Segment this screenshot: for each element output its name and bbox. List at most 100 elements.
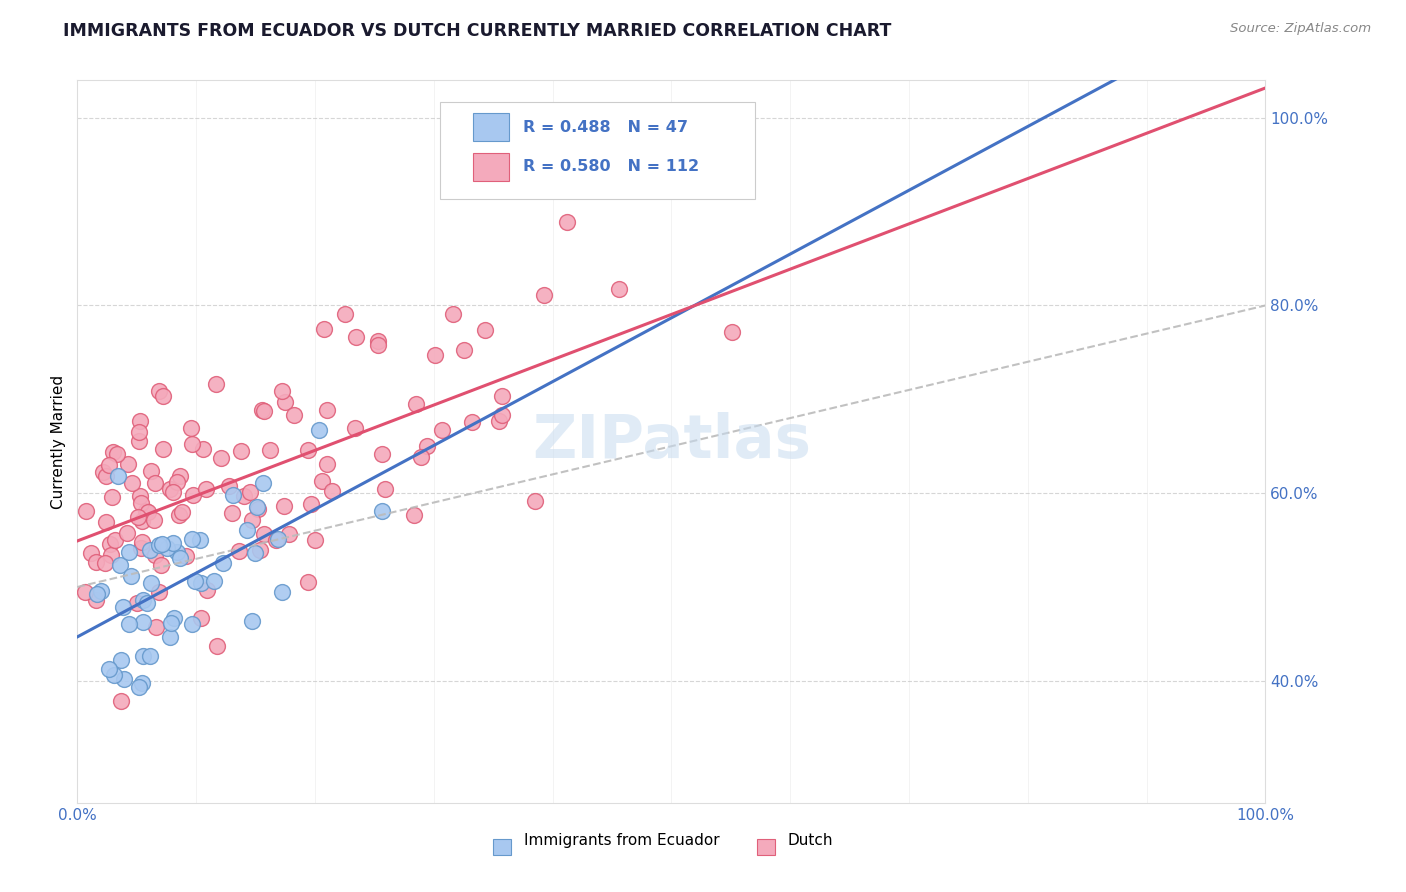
Y-axis label: Currently Married: Currently Married — [51, 375, 66, 508]
Point — [103, 667, 125, 681]
Point — [148, 538, 170, 552]
Point — [103, 445, 125, 459]
Point — [138, 648, 160, 663]
Point — [136, 595, 159, 609]
Point — [249, 543, 271, 558]
Point — [156, 541, 179, 555]
Point — [523, 494, 546, 508]
Point — [239, 485, 262, 500]
Point — [253, 404, 276, 418]
Point — [128, 434, 150, 449]
Point — [152, 389, 174, 403]
Point — [273, 499, 295, 513]
Point — [138, 505, 160, 519]
Point — [149, 558, 172, 573]
Point — [166, 475, 188, 489]
Point — [118, 616, 141, 631]
Point — [308, 423, 330, 437]
Point — [193, 442, 215, 456]
Point — [86, 555, 108, 569]
Point — [370, 504, 392, 518]
Point — [90, 583, 112, 598]
Point — [115, 526, 138, 541]
Point — [409, 450, 432, 465]
Point — [441, 307, 464, 321]
Point — [297, 442, 319, 457]
Point — [100, 548, 122, 562]
Point — [181, 533, 204, 547]
Text: Immigrants from Ecuador: Immigrants from Ecuador — [524, 833, 720, 848]
Point — [111, 600, 134, 615]
Point — [607, 282, 630, 296]
Point — [80, 546, 103, 560]
Point — [299, 496, 322, 510]
FancyBboxPatch shape — [440, 102, 755, 200]
Point — [162, 536, 184, 550]
Point — [135, 504, 157, 518]
Point — [333, 307, 356, 321]
Point — [207, 639, 229, 653]
Point — [240, 615, 263, 629]
Point — [253, 527, 276, 541]
Point — [488, 414, 510, 428]
Point — [129, 414, 152, 428]
Point — [94, 556, 117, 570]
Point — [264, 533, 287, 547]
Point — [98, 662, 121, 676]
Point — [142, 513, 165, 527]
Point — [242, 513, 264, 527]
Text: Dutch: Dutch — [787, 833, 834, 848]
Point — [274, 394, 297, 409]
Point — [190, 533, 212, 548]
FancyBboxPatch shape — [756, 838, 775, 855]
Point — [104, 533, 127, 548]
Point — [180, 421, 202, 435]
Point — [128, 425, 150, 440]
Point — [720, 325, 742, 339]
Point — [163, 611, 186, 625]
Point — [107, 469, 129, 483]
Point — [367, 334, 389, 348]
Point — [145, 620, 167, 634]
Text: IMMIGRANTS FROM ECUADOR VS DUTCH CURRENTLY MARRIED CORRELATION CHART: IMMIGRANTS FROM ECUADOR VS DUTCH CURRENT… — [63, 22, 891, 40]
Point — [108, 558, 131, 573]
Point — [423, 348, 446, 362]
Point — [250, 403, 273, 417]
Point — [246, 500, 269, 515]
Point — [110, 653, 132, 667]
Point — [474, 323, 496, 337]
Point — [132, 648, 155, 663]
Point — [491, 409, 513, 423]
Point — [131, 514, 153, 528]
Point — [169, 469, 191, 483]
Point — [120, 569, 142, 583]
Point — [270, 384, 292, 398]
Point — [236, 523, 259, 537]
FancyBboxPatch shape — [472, 153, 509, 181]
Point — [453, 343, 475, 357]
Point — [402, 508, 425, 522]
Point — [86, 593, 108, 607]
Point — [316, 403, 339, 417]
Point — [304, 533, 326, 547]
Point — [166, 545, 188, 559]
Point — [152, 442, 174, 456]
Point — [75, 503, 97, 517]
Point — [159, 630, 181, 644]
Point — [229, 443, 252, 458]
Point — [405, 397, 427, 411]
Point — [160, 616, 183, 631]
Point — [100, 490, 122, 504]
Point — [297, 574, 319, 589]
Point — [141, 464, 163, 478]
Point — [132, 615, 155, 630]
Point — [170, 505, 193, 519]
Point — [222, 488, 245, 502]
Point — [94, 469, 117, 483]
Point — [169, 550, 191, 565]
Point — [267, 532, 290, 546]
Point — [221, 506, 243, 520]
Point — [243, 546, 266, 560]
Point — [209, 451, 232, 466]
Point — [159, 483, 181, 497]
